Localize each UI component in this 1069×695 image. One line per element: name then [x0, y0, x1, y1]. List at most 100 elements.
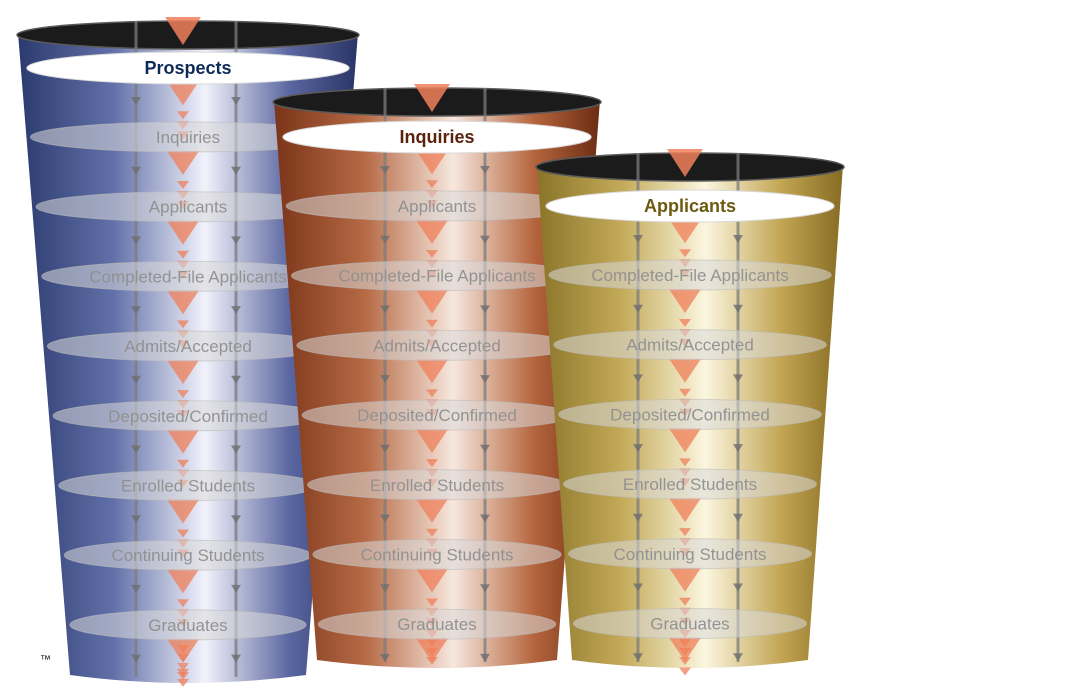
stage-band [312, 539, 562, 570]
guide-arrowhead [480, 235, 490, 244]
funnel-title: Inquiries [399, 127, 474, 147]
stage-label: Continuing Students [613, 545, 766, 564]
flow-arrow-small [679, 657, 691, 665]
flow-arrow-small [177, 250, 189, 259]
stage-label: Graduates [650, 615, 729, 634]
guide-arrowhead [633, 444, 643, 453]
flow-arrow-small [177, 390, 189, 399]
stage-band [558, 398, 822, 430]
guide-arrowhead [231, 654, 241, 663]
stage-label: Completed-File Applicants [591, 266, 788, 285]
flow-arrow-large [416, 359, 448, 384]
stage-label: Inquiries [156, 128, 220, 147]
guide-arrowhead [733, 583, 743, 592]
stage-band [69, 609, 307, 641]
stage-label: Continuing Students [360, 546, 513, 565]
flow-arrow-small [426, 648, 438, 656]
stage-label: Enrolled Students [121, 477, 255, 496]
guide-arrowhead [380, 166, 390, 174]
guide-arrowhead [231, 515, 241, 524]
guide-arrowhead [380, 235, 390, 244]
funnel-body [274, 100, 600, 668]
guide-arrowhead [131, 515, 141, 524]
funnel-inquiries: Inquiries Applicants Completed-File Applic… [272, 84, 602, 668]
flow-arrow-small [426, 319, 438, 328]
flow-arrow-large [167, 220, 199, 245]
guide-arrowhead [231, 236, 241, 245]
guide-arrowhead [131, 584, 141, 593]
flow-arrow-large [669, 358, 701, 383]
flow-arrow-small [679, 648, 691, 656]
flow-arrow-small [177, 678, 189, 687]
guide-arrowhead [231, 584, 241, 593]
flow-arrow-small [426, 459, 438, 468]
guide-arrowhead [380, 584, 390, 593]
guide-arrowhead [231, 97, 241, 105]
funnel-title: Prospects [144, 58, 231, 78]
funnel-applicants: Applicants Completed-File Applicants Admit… [535, 149, 845, 676]
stage-label: Continuing Students [111, 546, 264, 565]
guide-arrowhead [480, 375, 490, 384]
stage-label: Graduates [148, 616, 227, 635]
guide-arrowhead [633, 653, 643, 662]
flow-arrow-small [177, 181, 189, 189]
flow-arrow-large [167, 429, 199, 454]
flow-arrow-small [177, 672, 189, 680]
flow-arrow-small [426, 250, 438, 258]
stage-label: Admits/Accepted [626, 336, 754, 355]
guide-arrowhead [131, 654, 141, 663]
flow-arrow-large [667, 149, 703, 177]
guide-arrowhead [733, 304, 743, 313]
flow-arrow-small [426, 657, 438, 665]
guide-arrowhead [231, 166, 241, 175]
stage-label: Deposited/Confirmed [610, 405, 770, 424]
flow-arrow-small [679, 667, 691, 676]
funnel-prospects: Prospects Inquiries Applicants Completed-Fi… [16, 17, 360, 687]
flow-arrow-large [414, 84, 450, 112]
flow-arrow-small [177, 654, 189, 662]
funnel-title-band [545, 189, 835, 223]
guide-arrowhead [231, 306, 241, 315]
stage-band [317, 608, 557, 640]
stage-band [567, 538, 813, 570]
guide-arrowhead [733, 653, 743, 662]
stage-label: Applicants [398, 197, 476, 216]
stage-bands: Applicants Completed-File Applicants Admit… [285, 190, 589, 640]
guide-arrowhead [633, 583, 643, 592]
stage-label: Graduates [397, 615, 476, 634]
guide-arrowhead [733, 444, 743, 453]
guide-arrowhead [733, 235, 743, 243]
stage-label: Completed-File Applicants [89, 267, 286, 286]
flow-arrow-large [669, 498, 701, 523]
stage-band [553, 329, 827, 361]
flow-arrow-small [177, 111, 189, 120]
stage-band [548, 259, 832, 291]
guide-arrowhead [733, 513, 743, 522]
guide-arrowhead [131, 236, 141, 245]
flow-arrow-large [167, 569, 199, 594]
guide-arrowhead [380, 375, 390, 384]
stage-label: Enrolled Students [370, 476, 504, 495]
flow-arrow-small [679, 528, 691, 537]
flow-arrow-large [416, 289, 448, 314]
flow-arrow-large [167, 151, 199, 175]
guide-arrowhead [480, 444, 490, 453]
funnel-title: Applicants [644, 196, 736, 216]
guide-arrowhead [380, 653, 390, 662]
guide-arrowhead [131, 97, 141, 105]
flow-arrow-large [416, 429, 448, 454]
funnel-title-band [26, 51, 350, 85]
flow-arrow-large [167, 360, 199, 385]
flow-arrow-small [426, 180, 438, 189]
guide-arrowhead [480, 166, 490, 174]
guide-arrowhead [131, 166, 141, 175]
stage-bands: Completed-File Applicants Admits/Accepted… [548, 259, 832, 639]
flow-arrow-large [416, 220, 448, 244]
guide-arrowhead [633, 235, 643, 243]
guide-arrowhead [131, 306, 141, 315]
flow-arrow-small [426, 528, 438, 537]
stage-label: Admits/Accepted [124, 337, 252, 356]
flow-arrow-small [679, 319, 691, 327]
guide-arrowhead [733, 374, 743, 383]
